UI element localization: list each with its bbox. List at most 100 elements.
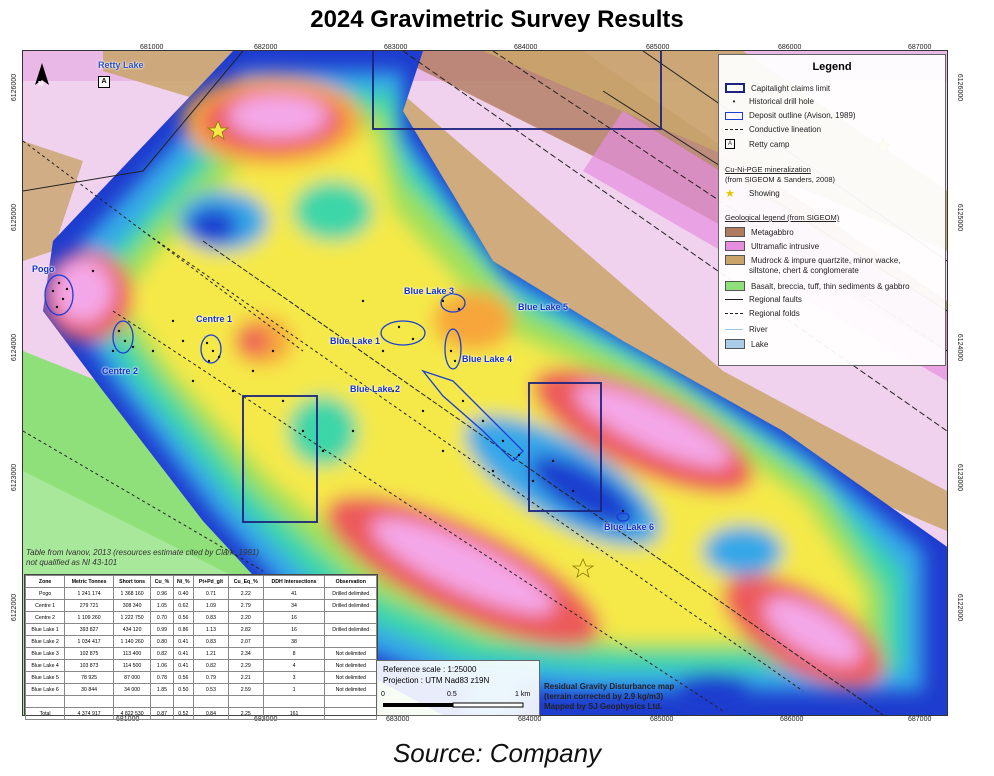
map-info: Residual Gravity Disturbance map (terrai… <box>544 682 674 712</box>
table-cell: Total <box>24 707 66 720</box>
table-cell: 0.41 <box>172 647 194 660</box>
table-cell: 0.70 <box>150 611 174 624</box>
scale-one: 1 km <box>515 691 531 698</box>
table-cell: 1 <box>262 683 326 696</box>
table-cell: 78 925 <box>64 671 114 684</box>
legend-label: Capitalight claims limit <box>751 83 831 93</box>
table-cell: 102 875 <box>64 647 114 660</box>
deposit-outlines <box>44 274 630 522</box>
table-cell: Not delimited <box>324 683 377 696</box>
legend-item-faults: Regional faults <box>725 295 802 304</box>
tick-right: 6126000 <box>956 73 964 102</box>
table-cell: Drilled delimited <box>324 623 377 636</box>
map-info-line: Residual Gravity Disturbance map <box>544 682 675 691</box>
resources-table: Zone Metric Tonnes Short tons Cu_% Ni_% … <box>24 574 378 720</box>
legend-label: Showing <box>749 189 780 198</box>
legend-label: siltstone, chert & conglomerate <box>749 266 859 275</box>
tick-top: 685000 <box>646 44 670 51</box>
label-centre-2[interactable]: Centre 2 <box>102 366 139 376</box>
tick-top: 687000 <box>908 44 932 51</box>
reference-scale: Reference scale : 1:25000 <box>383 665 477 674</box>
tick-left: 6125000 <box>11 203 19 232</box>
legend-item-drill: • Historical drill hole <box>725 97 814 106</box>
table-cell: 0.86 <box>172 623 194 636</box>
ultramafic-swatch <box>725 241 745 251</box>
table-cell: 16 <box>262 611 326 624</box>
table-cell: Blue Lake 2 <box>24 635 66 648</box>
label-pogo[interactable]: Pogo <box>32 264 55 274</box>
legend-mineral-subheading: (from SIGEOM & Sanders, 2008) <box>725 175 836 184</box>
tick-top: 682000 <box>254 44 278 51</box>
legend-item-claims: Capitalight claims limit <box>725 83 830 93</box>
table-cell: 0.62 <box>172 599 194 612</box>
table-cell: 2.20 <box>227 611 264 624</box>
table-cell: Not delimited <box>324 659 377 672</box>
table-cell: Centre 1 <box>24 599 66 612</box>
table-cell: 393 827 <box>64 623 114 636</box>
table-cell <box>262 695 326 708</box>
table-cell: 1.85 <box>150 683 174 696</box>
table-cell: 1.05 <box>150 599 174 612</box>
table-cell: 38 <box>262 635 326 648</box>
table-cell: 0.79 <box>192 671 229 684</box>
table-cell: 16 <box>262 623 326 636</box>
table-cell: 0.53 <box>192 683 229 696</box>
table-cell: 2.79 <box>227 599 264 612</box>
tick-left: 6122000 <box>11 593 19 622</box>
table-note-line: Table from Ivanov, 2013 (resources estim… <box>26 548 259 557</box>
table-cell: 0.87 <box>150 707 174 720</box>
table-cell: 2.34 <box>227 647 264 660</box>
table-cell: 0.82 <box>150 647 174 660</box>
label-blue-lake-2[interactable]: Blue Lake 2 <box>350 384 401 394</box>
table-cell: 1 241 174 <box>64 587 114 600</box>
retty-camp-icon: A <box>98 76 110 88</box>
table-header-row: Zone Metric Tonnes Short tons Cu_% Ni_% … <box>24 575 377 588</box>
table-cell: 4 <box>262 659 326 672</box>
tick-top: 684000 <box>514 44 538 51</box>
label-centre-1[interactable]: Centre 1 <box>196 314 233 324</box>
legend-item-river: River <box>725 325 768 334</box>
table-row: Blue Lake 3 102 875 113 400 0.82 0.41 1.21 2.3… <box>24 647 377 660</box>
tick-left: 6123000 <box>11 463 19 492</box>
table-cell: 2.29 <box>227 659 264 672</box>
label-blue-lake-4[interactable]: Blue Lake 4 <box>462 354 513 364</box>
tick-top: 686000 <box>778 44 802 51</box>
table-cell: 308 340 <box>112 599 152 612</box>
table-cell: 1.09 <box>192 599 229 612</box>
table-cell: 1 034 417 <box>64 635 114 648</box>
legend-label: Regional faults <box>749 295 802 304</box>
table-cell: 0.80 <box>150 635 174 648</box>
legend-label: Deposit outline (Avison, 1989) <box>749 111 856 120</box>
table-cell: 34 <box>262 599 326 612</box>
table-cell <box>24 695 66 708</box>
label-blue-lake-5[interactable]: Blue Lake 5 <box>518 302 569 312</box>
table-cell: 1 222 750 <box>112 611 152 624</box>
table-cell <box>112 695 152 708</box>
table-cell: Blue Lake 6 <box>24 683 66 696</box>
tick-bottom: 681000 <box>116 716 140 723</box>
label-blue-lake-3[interactable]: Blue Lake 3 <box>404 286 455 296</box>
label-retty-lake[interactable]: Retty Lake <box>98 60 144 70</box>
table-cell: 3 <box>262 671 326 684</box>
table-cell: 2.21 <box>227 671 264 684</box>
regional-faults <box>23 51 947 715</box>
table-cell: 0.84 <box>192 707 229 720</box>
table-cell: 0.82 <box>192 659 229 672</box>
mudrock-swatch <box>725 255 745 265</box>
table-row: Blue Lake 1 393 827 434 120 0.99 0.86 1.13 2.8… <box>24 623 377 636</box>
scale-bar <box>383 702 524 708</box>
legend-label: Basalt, breccia, tuff, thin sediments & … <box>751 281 910 291</box>
table-cell: 34 000 <box>112 683 152 696</box>
table-cell: 114 500 <box>112 659 152 672</box>
tick-bottom: 684000 <box>518 716 542 723</box>
label-blue-lake-6[interactable]: Blue Lake 6 <box>604 522 655 532</box>
table-note-line: not qualified as NI 43-101 <box>26 558 118 567</box>
conductive-line-icon <box>725 129 743 130</box>
map-info-line: (terrain corrected by 2.9 kg/m3) <box>544 692 664 701</box>
legend-item-conductive: Conductive lineation <box>725 125 821 134</box>
table-cell: 0.50 <box>172 683 194 696</box>
tick-right: 6125000 <box>956 203 964 232</box>
label-blue-lake-1[interactable]: Blue Lake 1 <box>330 336 381 346</box>
table-cell <box>324 611 377 624</box>
